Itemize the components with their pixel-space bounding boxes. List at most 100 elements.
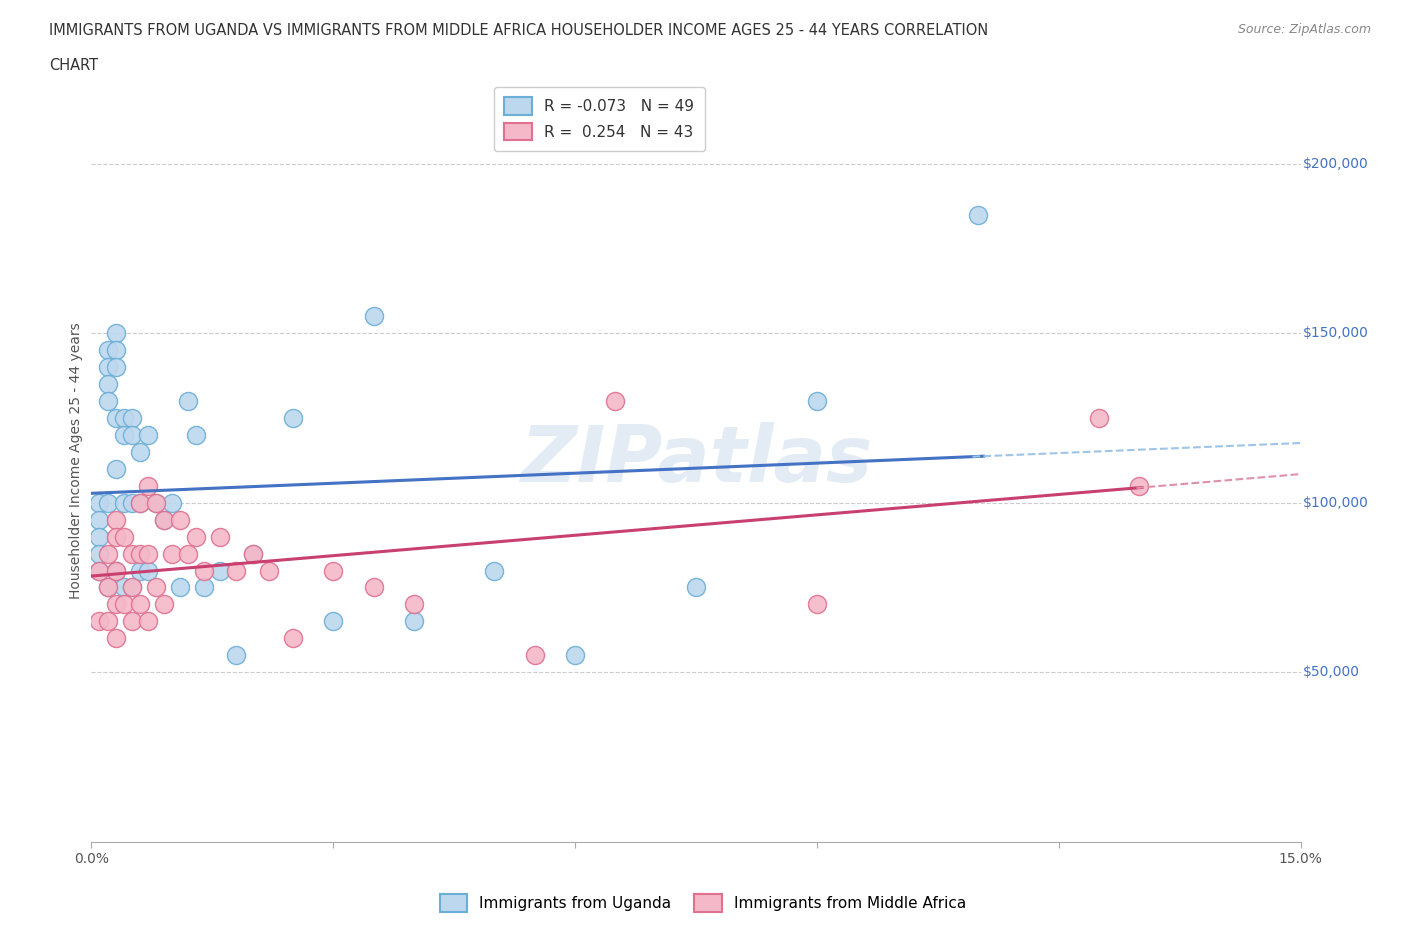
Point xyxy=(523,648,546,663)
Point xyxy=(128,445,150,459)
Point xyxy=(209,529,232,544)
Point xyxy=(160,496,183,511)
Point xyxy=(104,563,127,578)
Point xyxy=(89,546,111,561)
Point xyxy=(177,393,200,408)
Point xyxy=(806,393,828,408)
Text: $200,000: $200,000 xyxy=(1303,157,1368,171)
Point xyxy=(363,309,385,324)
Point xyxy=(104,360,127,375)
Point xyxy=(402,614,425,629)
Point xyxy=(89,563,111,578)
Point xyxy=(96,496,118,511)
Point xyxy=(96,343,118,358)
Point xyxy=(128,597,150,612)
Point xyxy=(605,393,627,408)
Legend: Immigrants from Uganda, Immigrants from Middle Africa: Immigrants from Uganda, Immigrants from … xyxy=(433,888,973,918)
Point xyxy=(242,546,264,561)
Point xyxy=(484,563,506,578)
Text: $50,000: $50,000 xyxy=(1303,665,1360,679)
Point xyxy=(89,529,111,544)
Point xyxy=(104,529,127,544)
Point xyxy=(121,580,143,595)
Point xyxy=(96,393,118,408)
Point xyxy=(112,428,135,443)
Point xyxy=(128,546,150,561)
Point xyxy=(136,614,159,629)
Point xyxy=(104,512,127,527)
Point xyxy=(153,512,176,527)
Point xyxy=(145,496,167,511)
Point xyxy=(169,580,191,595)
Point xyxy=(121,496,143,511)
Point xyxy=(136,478,159,493)
Point xyxy=(145,580,167,595)
Point xyxy=(193,563,215,578)
Point xyxy=(281,410,304,425)
Point xyxy=(136,563,159,578)
Point xyxy=(89,512,111,527)
Point xyxy=(128,563,150,578)
Point xyxy=(96,377,118,392)
Point xyxy=(104,410,127,425)
Point xyxy=(177,546,200,561)
Point xyxy=(160,546,183,561)
Point xyxy=(967,207,990,222)
Point xyxy=(257,563,280,578)
Point xyxy=(104,597,127,612)
Point xyxy=(112,580,135,595)
Point xyxy=(89,614,111,629)
Point xyxy=(169,512,191,527)
Point xyxy=(104,343,127,358)
Point xyxy=(153,512,176,527)
Point xyxy=(96,580,118,595)
Point xyxy=(104,563,127,578)
Point xyxy=(96,580,118,595)
Point xyxy=(186,428,208,443)
Text: IMMIGRANTS FROM UGANDA VS IMMIGRANTS FROM MIDDLE AFRICA HOUSEHOLDER INCOME AGES : IMMIGRANTS FROM UGANDA VS IMMIGRANTS FRO… xyxy=(49,23,988,38)
Y-axis label: Householder Income Ages 25 - 44 years: Householder Income Ages 25 - 44 years xyxy=(69,322,83,599)
Text: Source: ZipAtlas.com: Source: ZipAtlas.com xyxy=(1237,23,1371,36)
Point xyxy=(136,428,159,443)
Point xyxy=(121,580,143,595)
Point xyxy=(1088,410,1111,425)
Point xyxy=(89,496,111,511)
Point xyxy=(112,410,135,425)
Point xyxy=(96,614,118,629)
Point xyxy=(128,496,150,511)
Text: CHART: CHART xyxy=(49,58,98,73)
Point xyxy=(225,648,247,663)
Point xyxy=(112,529,135,544)
Point xyxy=(225,563,247,578)
Point xyxy=(104,326,127,340)
Point xyxy=(96,546,118,561)
Point xyxy=(281,631,304,645)
Point xyxy=(186,529,208,544)
Point xyxy=(209,563,232,578)
Point xyxy=(112,597,135,612)
Point xyxy=(242,546,264,561)
Point xyxy=(193,580,215,595)
Point xyxy=(564,648,586,663)
Text: $100,000: $100,000 xyxy=(1303,496,1369,510)
Point xyxy=(128,496,150,511)
Point xyxy=(402,597,425,612)
Point xyxy=(1128,478,1150,493)
Point xyxy=(104,631,127,645)
Point xyxy=(136,546,159,561)
Point xyxy=(322,563,344,578)
Point xyxy=(112,496,135,511)
Point xyxy=(153,597,176,612)
Point xyxy=(685,580,707,595)
Point xyxy=(96,360,118,375)
Point xyxy=(104,461,127,476)
Point xyxy=(121,614,143,629)
Point xyxy=(322,614,344,629)
Point xyxy=(806,597,828,612)
Text: $150,000: $150,000 xyxy=(1303,326,1369,340)
Point xyxy=(121,410,143,425)
Legend: R = -0.073   N = 49, R =  0.254   N = 43: R = -0.073 N = 49, R = 0.254 N = 43 xyxy=(494,86,704,151)
Text: ZIPatlas: ZIPatlas xyxy=(520,422,872,498)
Point xyxy=(121,428,143,443)
Point xyxy=(121,546,143,561)
